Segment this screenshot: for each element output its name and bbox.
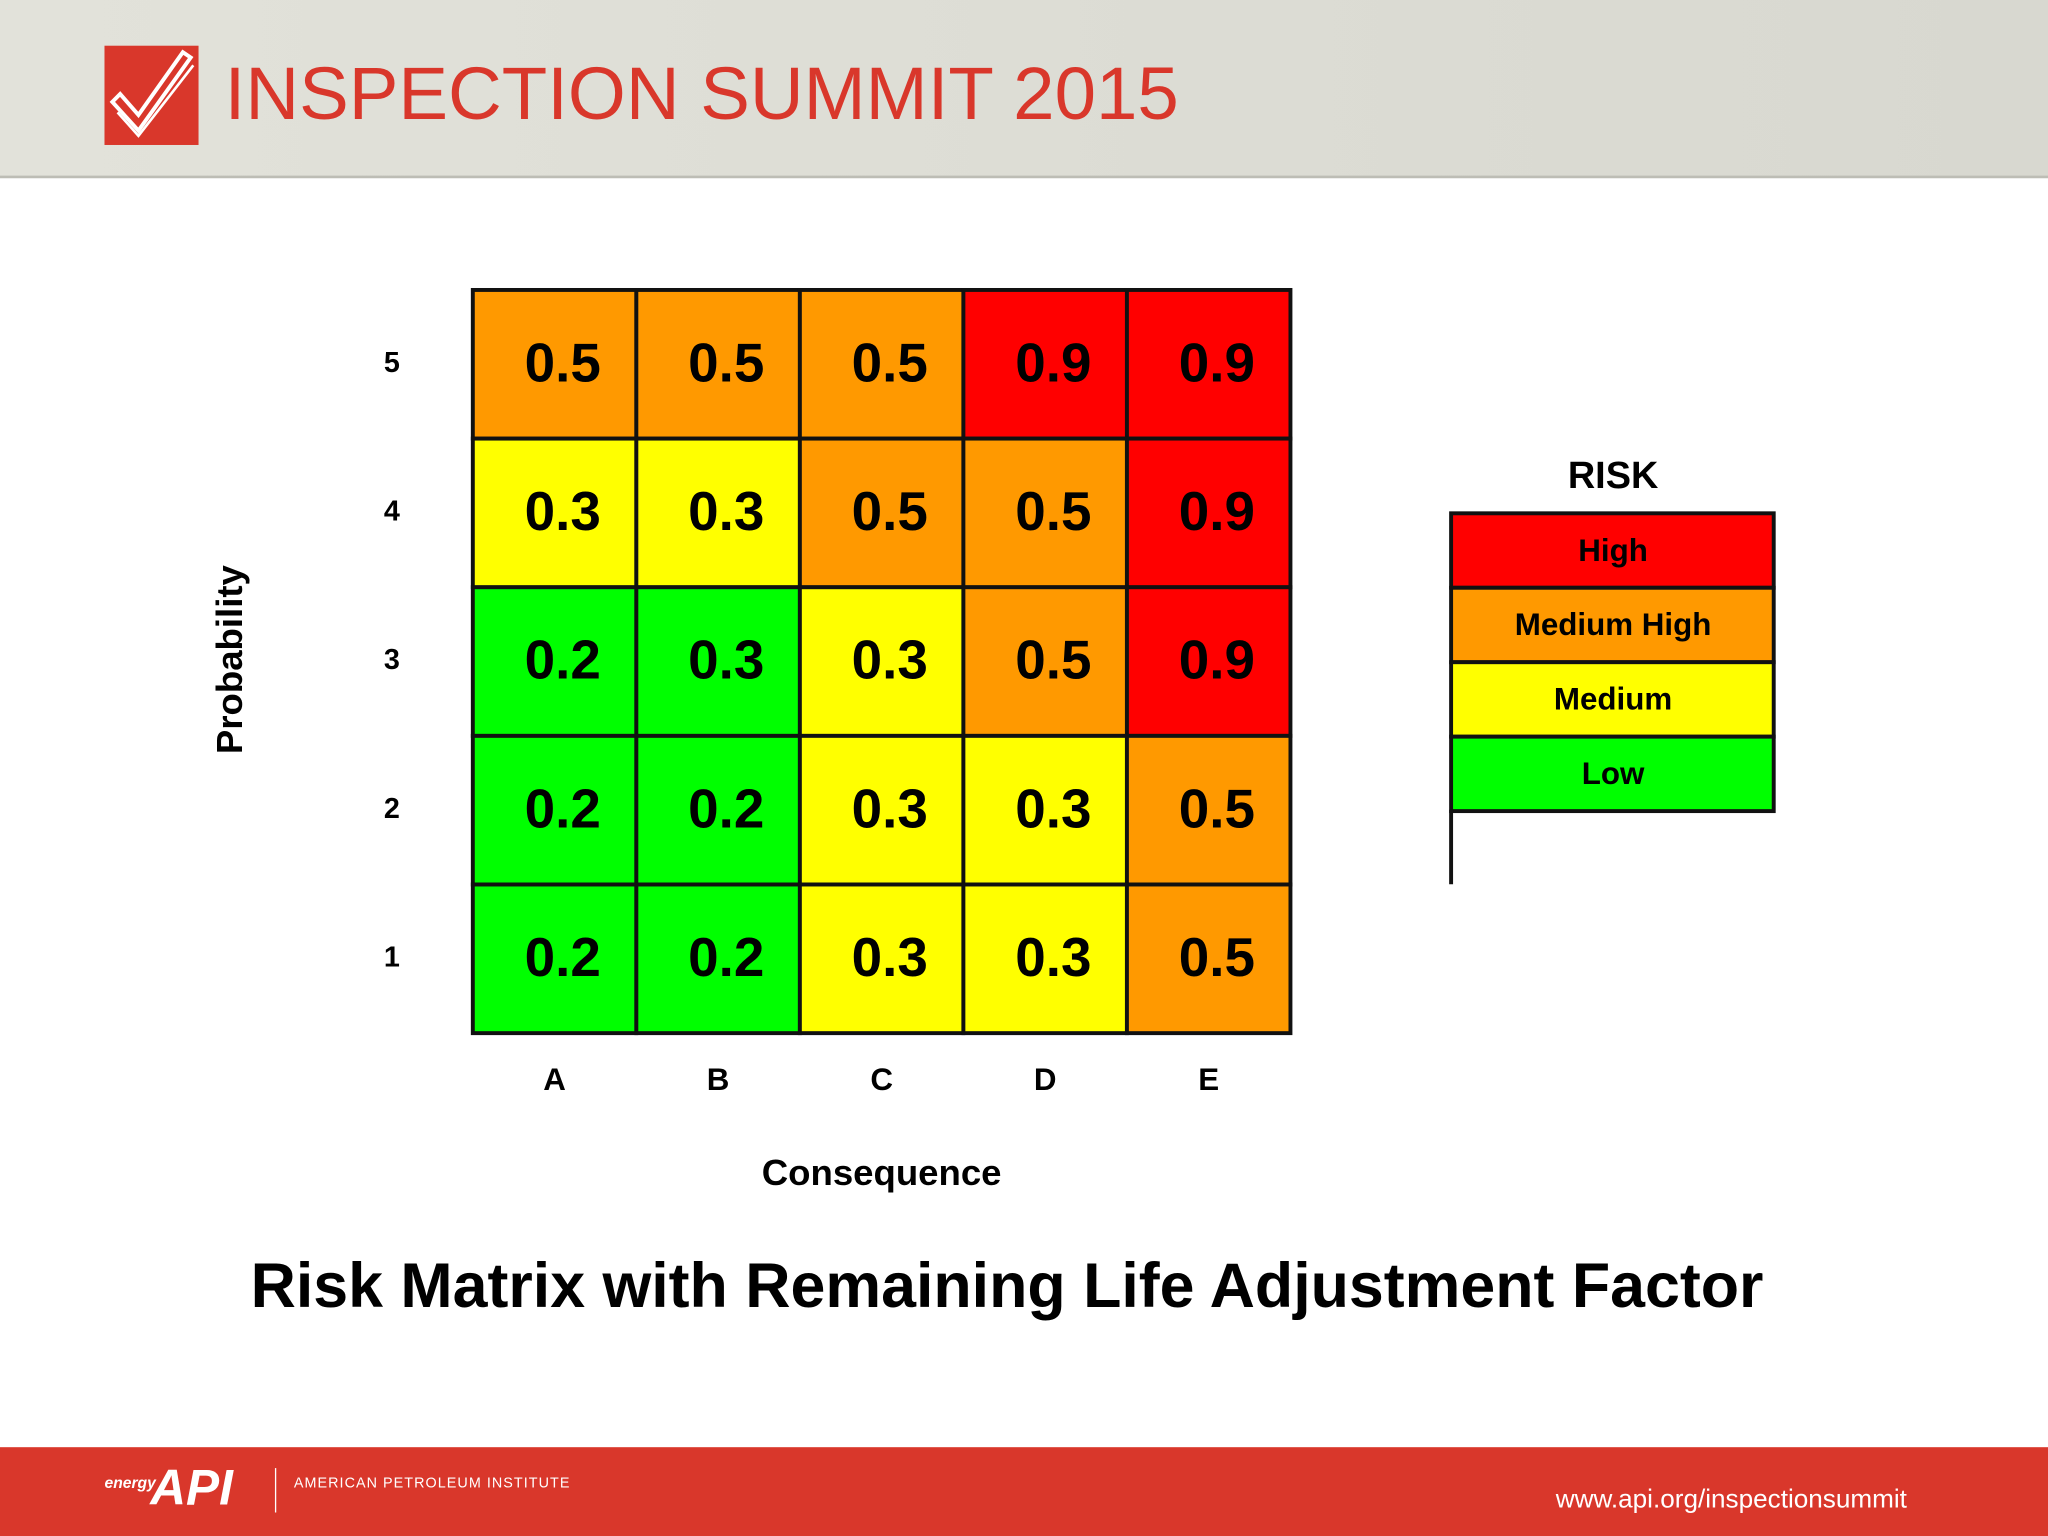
row-label: 4 [384, 496, 400, 528]
matrix-cell [797, 882, 966, 1036]
matrix-cell [961, 733, 1129, 887]
legend-label: High [1578, 533, 1648, 568]
cell-value: 0.3 [852, 777, 928, 839]
legend-title: RISK [1568, 455, 1658, 497]
legend: High Medium High Medium Low [1449, 511, 1776, 814]
matrix-cell [1124, 882, 1293, 1036]
column-label: C [870, 1062, 893, 1097]
cell-value: 0.2 [525, 629, 601, 691]
row-label: 3 [384, 644, 400, 676]
matrix-cell [634, 882, 802, 1036]
header-logo [104, 45, 199, 145]
legend-label: Medium High [1515, 607, 1712, 642]
legend-label: Low [1582, 756, 1645, 791]
matrix-cell [1124, 585, 1293, 738]
cell-value: 0.9 [1015, 331, 1091, 393]
cell-value: 0.2 [688, 777, 764, 839]
footer-band [0, 1447, 2048, 1536]
cell-value: 0.2 [688, 926, 764, 988]
cell-value: 0.2 [525, 777, 601, 839]
legend-swatch [1449, 734, 1776, 814]
column-label: E [1198, 1062, 1219, 1097]
cell-value: 0.5 [525, 331, 601, 393]
column-label: D [1034, 1062, 1057, 1097]
cell-value: 0.3 [1015, 926, 1091, 988]
cell-value: 0.3 [525, 480, 601, 542]
matrix-cell [961, 882, 1129, 1036]
caption: Risk Matrix with Remaining Life Adjustme… [251, 1251, 1764, 1321]
matrix-cell [1124, 288, 1293, 441]
row-label: 2 [384, 793, 400, 825]
matrix-cell [634, 288, 802, 441]
cell-value: 0.9 [1179, 331, 1255, 393]
cell-value: 0.3 [852, 629, 928, 691]
legend-swatch [1449, 660, 1776, 739]
header-band [0, 0, 2048, 177]
cell-value: 0.3 [688, 629, 764, 691]
footer-logo: API [148, 1460, 234, 1516]
column-label: B [707, 1062, 730, 1097]
matrix-cell [470, 436, 639, 590]
row-label: 5 [384, 347, 400, 379]
cell-value: 0.5 [1179, 777, 1255, 839]
matrix-cell [1124, 436, 1293, 590]
cell-value: 0.3 [1015, 777, 1091, 839]
column-label: A [543, 1062, 566, 1097]
row-label: 1 [384, 941, 400, 973]
matrix-cell [797, 585, 966, 738]
cell-value: 0.5 [1179, 926, 1255, 988]
legend-label: Medium [1554, 682, 1672, 717]
risk-matrix: 5 0.5 0.5 0.5 0.9 0.9 4 0.3 0.3 0.5 0.5 0.9 3 0.2 0.3 0… [384, 288, 1293, 1097]
cell-value: 0.9 [1179, 480, 1255, 542]
x-axis-label: Consequence [762, 1152, 1002, 1193]
legend-swatch [1449, 585, 1776, 665]
matrix-cell [470, 585, 639, 738]
header-title: INSPECTION SUMMIT 2015 [225, 52, 1179, 135]
cell-value: 0.3 [688, 480, 764, 542]
cell-value: 0.9 [1179, 629, 1255, 691]
matrix-cell [961, 585, 1129, 738]
matrix-cell [470, 882, 639, 1036]
footer-url[interactable]: www.api.org/inspectionsummit [1555, 1484, 1908, 1514]
cell-value: 0.5 [852, 331, 928, 393]
cell-value: 0.5 [1015, 480, 1091, 542]
cell-value: 0.5 [1015, 629, 1091, 691]
cell-value: 0.3 [852, 926, 928, 988]
footer-logo-small: energy [104, 1475, 157, 1492]
cell-value: 0.2 [525, 926, 601, 988]
cell-value: 0.5 [688, 331, 764, 393]
matrix-cell [470, 733, 639, 887]
cell-value: 0.5 [852, 480, 928, 542]
footer-organization: AMERICAN PETROLEUM INSTITUTE [294, 1476, 571, 1492]
matrix-cell [797, 288, 966, 441]
y-axis-label: Probability [209, 564, 250, 754]
matrix-cell [634, 733, 802, 887]
